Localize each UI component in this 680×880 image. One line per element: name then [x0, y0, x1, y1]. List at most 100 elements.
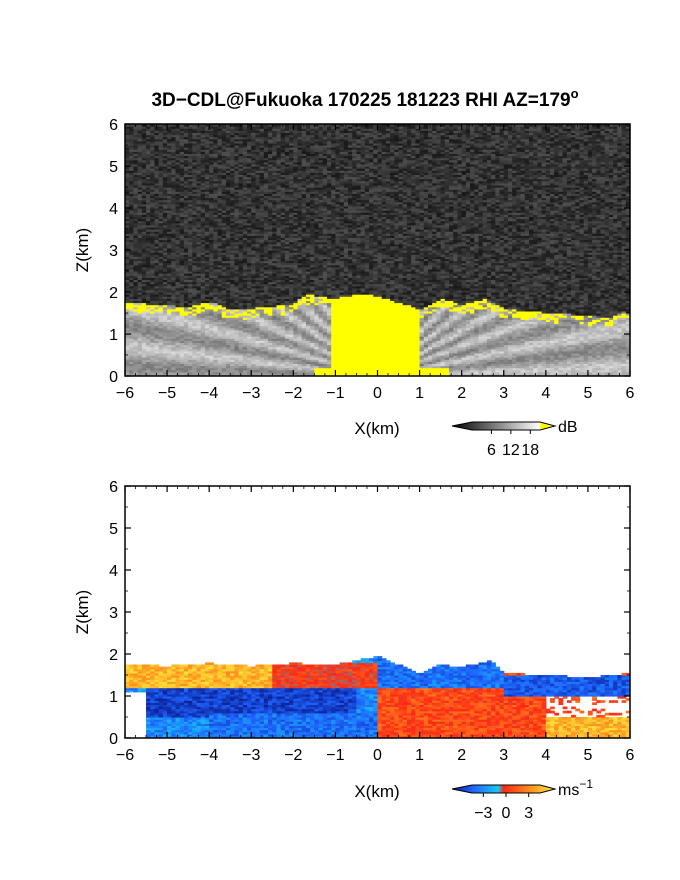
data-cell — [171, 151, 177, 154]
data-cell — [284, 243, 290, 247]
data-cell — [226, 296, 231, 299]
data-cell — [255, 355, 261, 358]
data-cell — [217, 258, 223, 262]
data-cell — [204, 199, 210, 203]
data-cell — [289, 243, 294, 247]
data-cell — [162, 369, 168, 373]
data-cell — [200, 235, 206, 238]
data-cell — [259, 155, 265, 159]
data-cell — [251, 226, 257, 230]
data-cell — [230, 367, 236, 371]
data-cell — [226, 159, 231, 163]
data-cell — [242, 342, 248, 346]
data-cell — [204, 241, 210, 245]
data-cell — [196, 340, 202, 343]
data-cell — [196, 210, 202, 213]
data-cell — [247, 126, 252, 129]
data-cell — [196, 216, 202, 220]
data-cell — [272, 250, 278, 253]
data-cell — [154, 325, 160, 329]
data-cell — [162, 319, 168, 322]
data-cell — [133, 201, 139, 205]
data-cell — [234, 342, 240, 346]
data-cell — [162, 226, 168, 230]
data-cell — [280, 338, 286, 341]
data-cell — [255, 304, 261, 308]
data-cell — [259, 145, 265, 148]
data-cell — [255, 195, 261, 199]
data-cell — [213, 336, 219, 339]
data-cell — [293, 166, 299, 169]
data-cell — [146, 189, 151, 192]
data-cell — [268, 367, 273, 371]
data-cell — [255, 325, 261, 329]
data-cell — [162, 138, 168, 142]
data-cell — [209, 195, 214, 199]
data-cell — [226, 273, 231, 276]
data-cell — [154, 310, 160, 314]
data-cell — [150, 243, 156, 247]
data-cell — [238, 201, 244, 205]
data-cell — [255, 336, 261, 339]
data-cell — [133, 355, 139, 358]
data-cell — [183, 208, 189, 211]
data-cell — [234, 344, 240, 348]
data-cell — [230, 124, 236, 127]
data-cell — [125, 220, 130, 224]
data-cell — [196, 199, 202, 203]
data-cell — [289, 161, 294, 165]
data-cell — [221, 365, 227, 369]
data-cell — [125, 195, 130, 199]
data-cell — [150, 134, 156, 138]
data-cell — [162, 361, 168, 364]
data-cell — [141, 142, 147, 146]
data-cell — [289, 359, 294, 362]
data-cell — [141, 306, 147, 310]
data-cell — [141, 365, 147, 369]
data-cell — [242, 149, 248, 152]
data-cell — [234, 260, 240, 264]
data-cell — [289, 321, 294, 325]
data-cell — [242, 277, 248, 280]
data-cell — [272, 331, 278, 335]
data-cell — [196, 254, 202, 257]
data-cell — [133, 216, 139, 220]
data-cell — [167, 180, 172, 184]
data-cell — [183, 212, 189, 215]
data-cell — [175, 180, 181, 184]
data-cell — [251, 287, 257, 291]
data-cell — [179, 346, 185, 350]
data-cell — [226, 254, 231, 257]
data-cell — [137, 218, 143, 222]
data-cell — [213, 172, 219, 175]
data-cell — [234, 279, 240, 283]
data-cell — [263, 363, 269, 367]
data-cell — [213, 283, 219, 287]
data-cell — [133, 126, 139, 129]
data-cell — [158, 233, 164, 236]
data-cell — [129, 147, 135, 150]
data-cell — [141, 317, 147, 320]
data-cell — [209, 218, 214, 222]
data-cell — [293, 302, 299, 306]
data-cell — [162, 128, 168, 131]
data-cell — [242, 134, 248, 138]
data-cell — [162, 344, 168, 348]
data-cell — [204, 308, 210, 312]
data-cell — [146, 163, 151, 167]
data-cell — [226, 128, 231, 131]
data-cell — [179, 298, 185, 301]
data-cell — [289, 340, 294, 343]
data-cell — [188, 275, 193, 278]
data-cell — [289, 331, 294, 335]
data-cell — [204, 262, 210, 266]
data-cell — [251, 325, 257, 329]
data-cell — [284, 355, 290, 358]
data-cell — [209, 344, 214, 348]
data-cell — [209, 300, 214, 304]
data-cell — [276, 281, 282, 285]
data-cell — [167, 193, 172, 196]
data-cell — [204, 243, 210, 247]
data-cell — [183, 140, 189, 144]
data-cell — [213, 222, 219, 226]
